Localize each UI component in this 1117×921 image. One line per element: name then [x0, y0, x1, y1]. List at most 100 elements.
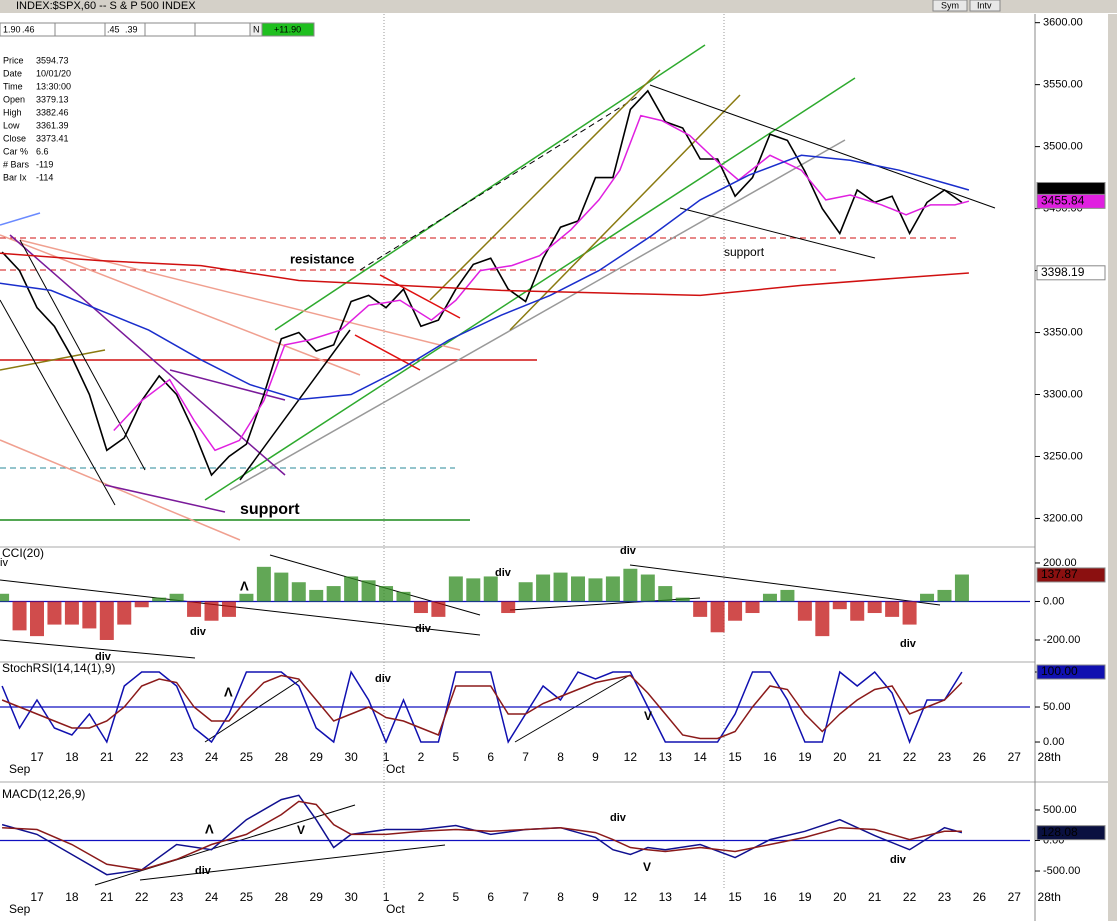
- series-line: [113, 114, 970, 452]
- x-tick-label: 12: [624, 890, 638, 904]
- annotation: div: [890, 854, 907, 866]
- x-tick-label: 22: [903, 890, 917, 904]
- trendline: [94, 804, 356, 886]
- data-value: 3594.73: [36, 55, 69, 65]
- annotation: iv: [0, 557, 8, 569]
- cci-bar: [571, 576, 586, 602]
- cci-bar: [431, 601, 446, 617]
- y-tick-label: 3300.00: [1043, 388, 1083, 400]
- trendline: [0, 299, 116, 506]
- annotation: Λ: [240, 578, 249, 593]
- cci-bar: [902, 601, 917, 625]
- data-label: High: [3, 107, 22, 117]
- window-title: INDEX:$SPX,60 -- S & P 500 INDEX: [16, 0, 196, 12]
- trendline: [19, 239, 461, 351]
- x-tick-label: 25: [240, 750, 254, 764]
- annotation: div: [620, 545, 637, 557]
- cci-bar: [221, 601, 236, 617]
- trendline: [104, 484, 226, 513]
- cci-bar: [536, 574, 551, 602]
- sym-button[interactable]: [932, 0, 968, 12]
- value-tag-label: 3398.19: [1041, 265, 1085, 279]
- x-tick-label: 8: [557, 890, 564, 904]
- annotation: div: [195, 865, 212, 877]
- x-tick-label: 21: [868, 750, 882, 764]
- y-tick-label: 50.00: [1043, 701, 1071, 713]
- x-tick-label: 28: [275, 750, 289, 764]
- trendline: [359, 94, 641, 271]
- data-value: 3382.46: [36, 107, 69, 117]
- data-value: -119: [36, 159, 53, 169]
- trendline: [229, 139, 846, 491]
- x-tick-label: 29: [310, 750, 324, 764]
- cci-bar: [885, 601, 900, 617]
- field-text: .39: [125, 24, 138, 34]
- x-tick-label: 7: [522, 890, 529, 904]
- cci-bar: [326, 586, 341, 602]
- data-label: # Bars: [3, 159, 30, 169]
- x-tick-label: 20: [833, 890, 847, 904]
- change-text: +11.90: [274, 24, 301, 34]
- trendline: [509, 94, 741, 331]
- x-tick-label: 24: [205, 750, 219, 764]
- trendline: [0, 439, 241, 541]
- series-line: [1, 89, 963, 477]
- value-tag-label: 3455.84: [1041, 194, 1085, 208]
- cci-bar: [920, 593, 935, 602]
- cci-bar: [204, 601, 219, 621]
- trendline: [379, 274, 461, 319]
- cci-bar: [361, 580, 376, 602]
- data-window: Price 3594.73 Date 10/01/20 Time 13:30:00 Open…: [3, 55, 71, 182]
- cci-bar: [954, 574, 969, 602]
- intv-button[interactable]: [969, 0, 1001, 12]
- series-line: [2, 800, 962, 871]
- cci-bar: [29, 601, 44, 637]
- data-label: Bar Ix: [3, 172, 27, 182]
- y-tick-label: 0.00: [1043, 736, 1064, 748]
- x-tick-label: 14: [693, 890, 707, 904]
- value-tag-label: 100.00: [1041, 664, 1078, 678]
- cci-bar: [152, 597, 167, 602]
- x-tick-label: 16: [763, 750, 777, 764]
- x-tick-label: 21: [868, 890, 882, 904]
- x-tick-label: 27: [1008, 890, 1022, 904]
- annotation: support: [724, 245, 765, 259]
- x-tick-label: 16: [763, 890, 777, 904]
- month-label: Sep: [9, 762, 31, 776]
- annotation: resistance: [290, 251, 354, 266]
- cci-bar: [0, 593, 10, 602]
- x-tick-label: 17: [30, 890, 44, 904]
- data-value: 3361.39: [36, 120, 69, 130]
- scrollbar[interactable]: [1108, 14, 1117, 921]
- trendline: [274, 44, 706, 331]
- cci-bar: [134, 601, 149, 608]
- y-tick-label: 3600.00: [1043, 17, 1083, 29]
- cci-bar: [553, 572, 568, 602]
- x-tick-label: 23: [170, 890, 184, 904]
- x-tick-label: 18: [65, 750, 79, 764]
- cci-bar: [117, 601, 132, 625]
- x-tick-label: 7: [522, 750, 529, 764]
- field: [54, 22, 106, 37]
- trendline: [429, 69, 661, 301]
- cci-bar: [239, 593, 254, 602]
- x-tick-label: 12: [624, 750, 638, 764]
- month-label: Sep: [9, 902, 31, 916]
- x-tick-label: 30: [344, 890, 358, 904]
- series-line: [1, 674, 963, 740]
- cci-bar: [815, 601, 830, 637]
- annotation: div: [495, 567, 512, 579]
- cci-bar: [99, 601, 114, 640]
- cci-bar: [82, 601, 97, 629]
- trendline: [0, 349, 106, 371]
- data-value: 3379.13: [36, 94, 69, 104]
- trendline: [19, 239, 146, 471]
- cci-bar: [413, 601, 428, 614]
- annotation: div: [415, 623, 432, 635]
- series-line: [0, 252, 969, 297]
- cci-bar: [762, 593, 777, 602]
- cci-bar: [396, 591, 411, 602]
- data-value: -114: [36, 172, 53, 182]
- trendline: [629, 564, 941, 606]
